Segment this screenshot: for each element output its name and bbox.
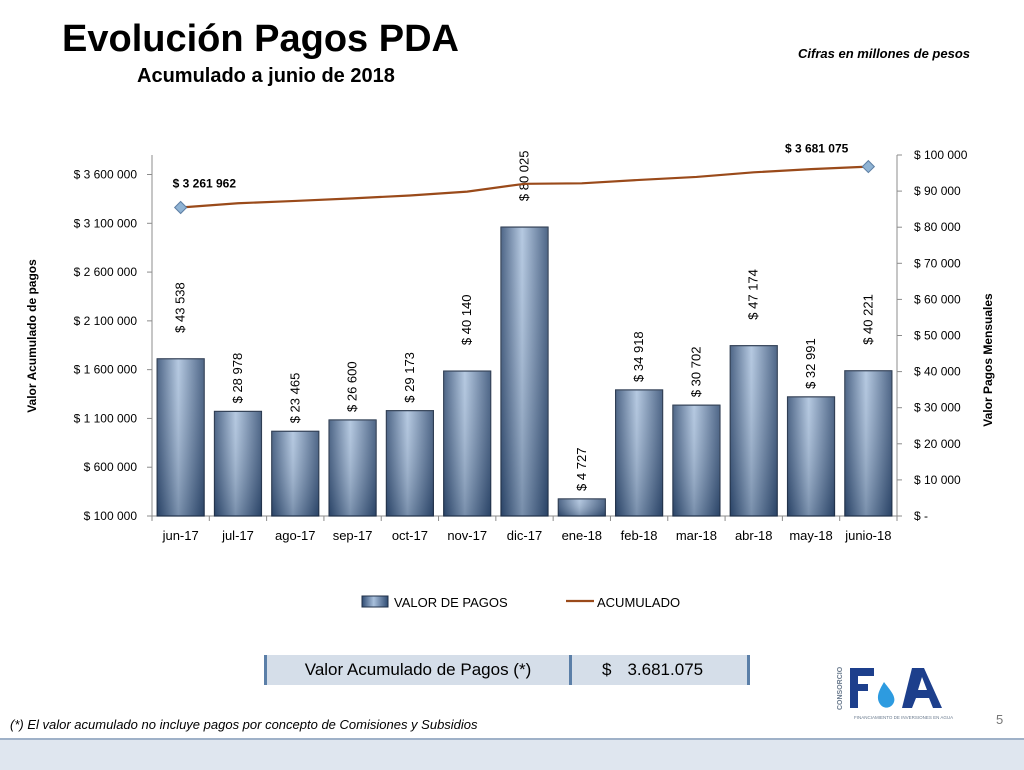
bar-shade [615,389,663,516]
right-tick-label: $ 90 000 [914,184,961,198]
x-tick-label: nov-17 [447,528,487,543]
x-tick-label: sep-17 [333,528,373,543]
bar-shade [329,419,377,516]
summary-value: 3.681.075 [627,660,704,679]
x-tick-label: junio-18 [844,528,891,543]
payments-chart: $ 43 538 $ 28 978 $ 23 465 $ 26 600 $ 29 173… [25,142,995,610]
tick-labels: $ 100 000 $ 600 000 $ 1 100 000 $ 1 600 000… [25,148,995,543]
right-axis-title: Valor Pagos Mensuales [981,293,995,427]
bar-value-label: $ 23 465 [287,373,302,424]
line-point [173,200,188,215]
bar-shade [271,431,319,516]
right-tick-label: $ 30 000 [914,401,961,415]
x-tick-label: mar-18 [676,528,717,543]
x-tick-label: jul-17 [221,528,254,543]
bar-value-label: $ 26 600 [345,361,360,412]
right-tick-label: $ 50 000 [914,329,961,343]
right-tick-label: $ 80 000 [914,220,961,234]
summary-label: Valor Acumulado de Pagos (*) [264,655,572,685]
water-drop-icon [877,682,895,708]
line-point [861,159,876,174]
footnote: (*) El valor acumulado no incluye pagos … [10,717,478,732]
right-tick-label: $ 10 000 [914,473,961,487]
bar-shade [672,405,720,516]
bar-shade [157,358,205,516]
x-tick-label: jun-17 [162,528,199,543]
bar-value-label: $ 40 140 [459,294,474,345]
units-note: Cifras en millones de pesos [798,46,970,61]
line-path [180,165,869,209]
summary-currency: $ [602,660,612,679]
bar-shade [386,410,434,516]
svg-text:CONSORCIO: CONSORCIO [837,666,844,710]
svg-text:FINANCIAMIENTO DE INVERSIONES: FINANCIAMIENTO DE INVERSIONES EN AGUA [854,715,953,720]
bar-labels: $ 43 538 $ 28 978 $ 23 465 $ 26 600 $ 29 173… [173,151,876,491]
right-tick-label: $ 40 000 [914,365,961,379]
bar-shade [214,411,262,516]
bar-value-label: $ 43 538 [173,282,188,333]
bar-value-label: $ 80 025 [517,151,532,202]
x-tick-label: dic-17 [507,528,542,543]
bar-value-label: $ 34 918 [631,331,646,382]
right-tick-label: $ - [914,509,928,523]
left-tick-label: $ 1 100 000 [74,411,138,425]
right-tick-label: $ 60 000 [914,292,961,306]
bar-value-label: $ 29 173 [402,352,417,403]
first-point-label: $ 3 261 962 [173,176,237,190]
left-axis-title: Valor Acumulado de pagos [25,259,39,413]
page-subtitle: Acumulado a junio de 2018 [137,65,395,87]
summary-value-box: $ 3.681.075 [572,655,750,685]
left-tick-label: $ 3 100 000 [74,216,138,230]
legend-line-label: ACUMULADO [597,595,680,610]
bar-shade [730,345,778,516]
left-tick-label: $ 600 000 [84,460,138,474]
bar-value-label: $ 47 174 [746,269,761,320]
right-tick-label: $ 20 000 [914,437,961,451]
chart-legend: VALOR DE PAGOS ACUMULADO [361,595,680,610]
x-tick-label: ago-17 [275,528,315,543]
bar-value-label: $ 32 991 [803,338,818,389]
legend-bar-label: VALOR DE PAGOS [394,595,508,610]
x-tick-label: abr-18 [735,528,773,543]
fia-logo: CONSORCIO FINANCIAMIENTO DE INVERSIONES … [832,662,964,724]
bar-shade [443,371,491,516]
bar-shade [558,498,606,516]
line-series: $ 3 261 962 $ 3 681 075 [173,142,876,215]
x-tick-label: may-18 [789,528,832,543]
bar-shade [787,396,835,516]
left-tick-label: $ 3 600 000 [74,168,138,182]
bar-value-label: $ 4 727 [574,448,589,491]
bar-shade [501,227,548,517]
left-tick-label: $ 100 000 [84,509,138,523]
x-tick-label: ene-18 [562,528,602,543]
summary-box: Valor Acumulado de Pagos (*) $ 3.681.075 [264,655,750,685]
bottom-bar [0,738,1024,770]
x-tick-label: feb-18 [621,528,658,543]
last-point-label: $ 3 681 075 [785,142,849,156]
left-tick-label: $ 2 600 000 [74,265,138,279]
bar-value-label: $ 28 978 [230,353,245,404]
bar-value-label: $ 30 702 [688,347,703,398]
x-tick-label: oct-17 [392,528,428,543]
page-number: 5 [996,712,1004,727]
left-tick-label: $ 1 600 000 [74,363,138,377]
right-tick-label: $ 100 000 [914,148,968,162]
bar-shade [844,370,892,516]
page-title: Evolución Pagos PDA [62,18,459,60]
left-tick-label: $ 2 100 000 [74,314,138,328]
logo-letters [850,668,942,708]
legend-bar-swatch [361,595,389,608]
bar-series [156,226,893,517]
right-tick-label: $ 70 000 [914,256,961,270]
bar-value-label: $ 40 221 [860,294,875,345]
